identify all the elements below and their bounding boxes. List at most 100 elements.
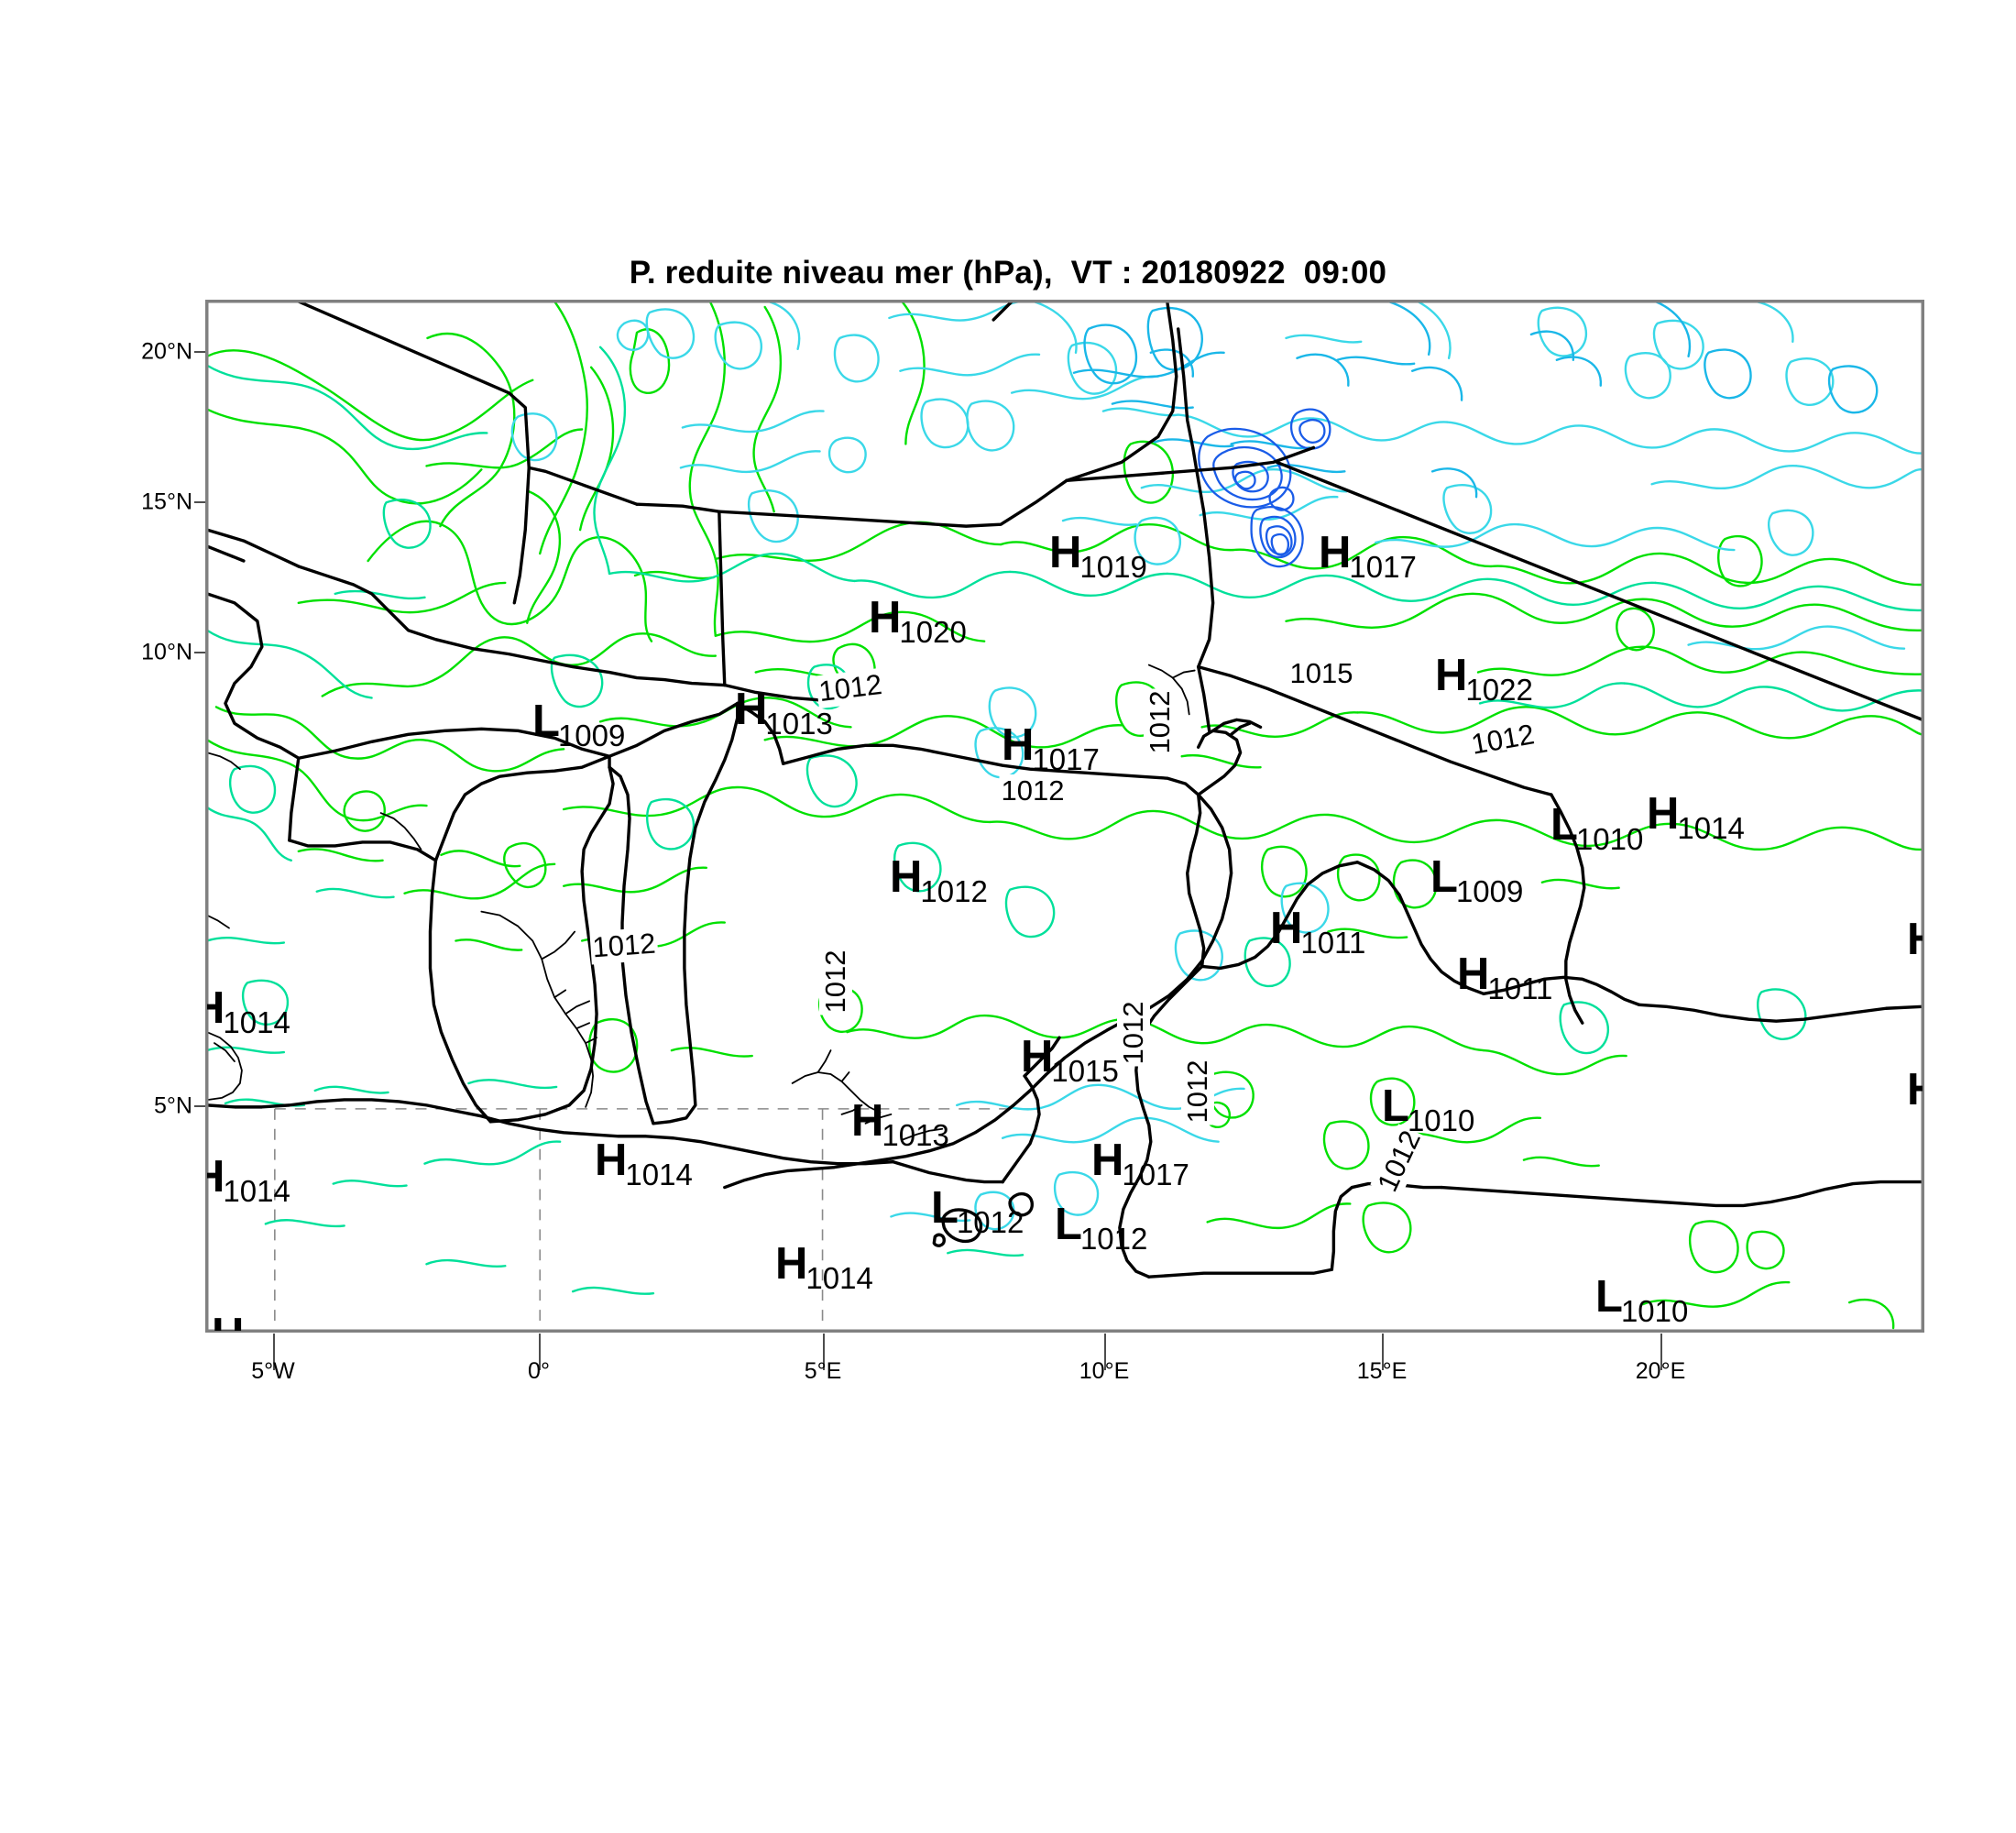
contour-label-1012-burkina: 1012: [589, 927, 659, 965]
pressure-high-1014-ocean: H1014: [775, 1239, 875, 1294]
high-symbol: H: [851, 1096, 884, 1146]
contour-blue-core: [1198, 408, 1331, 568]
low-value: 1012: [1079, 1222, 1148, 1256]
high-symbol: H: [869, 593, 902, 642]
pressure-low-1009-east: L1009: [1430, 852, 1525, 907]
low-symbol: L: [1595, 1272, 1623, 1322]
lat-label-10N: 10°N: [141, 639, 192, 665]
contour-spring-green: [207, 346, 1923, 1295]
pressure-low-1010-mid: L1010: [1382, 1081, 1476, 1136]
low-symbol: L: [1550, 800, 1578, 850]
pressure-high-1014-bottom: H1014: [212, 1312, 312, 1332]
high-symbol: H: [1647, 789, 1680, 839]
lon-label-10E: 10°E: [1079, 1358, 1130, 1384]
contour-cyan: [1072, 302, 1879, 499]
pressure-high-right-edge-2: H: [1907, 1068, 1923, 1113]
pressure-high-1017-mid: H1017: [1002, 720, 1101, 775]
high-symbol: H: [1021, 1032, 1054, 1081]
pressure-high-1015: H1015: [1021, 1032, 1121, 1087]
high-value: 1014: [223, 1174, 290, 1208]
low-value: 1012: [956, 1205, 1024, 1239]
high-value: 1011: [1300, 926, 1366, 960]
low-symbol: L: [1055, 1200, 1082, 1249]
low-symbol: L: [931, 1183, 959, 1233]
coastlines-borders: [207, 302, 1923, 1279]
lon-label-5E: 5°E: [804, 1358, 842, 1384]
low-symbol: L: [532, 697, 560, 746]
pressure-high-1014-coast-west: H1014: [207, 1152, 292, 1207]
high-value: 1019: [1079, 550, 1147, 584]
lat-label-5N: 5°N: [154, 1092, 192, 1119]
pressure-high-1014-left-edge: H1014: [207, 983, 292, 1038]
high-symbol: H: [1457, 949, 1490, 999]
lon-tick-15E: [1382, 1334, 1384, 1370]
pressure-high-1011-chad: H1011: [1270, 904, 1367, 959]
high-value: 1011: [1487, 971, 1553, 1005]
high-value: 1014: [1677, 811, 1745, 845]
pressure-high-1017-north: H1017: [1319, 528, 1419, 583]
contour-label-1012-vertical-north: 1012: [1144, 688, 1177, 756]
high-symbol: H: [1907, 915, 1923, 964]
lat-label-15N: 15°N: [141, 488, 192, 515]
contour-label-1012-benin: 1012: [819, 948, 852, 1015]
lon-tick-0: [539, 1334, 541, 1370]
high-value: 1014: [625, 1158, 693, 1191]
pressure-high-right-edge-1: H: [1907, 915, 1923, 964]
pressure-high-1012: H1012: [890, 852, 990, 907]
high-symbol: H: [890, 852, 923, 902]
contour-label-1012-cameroon: 1012: [1181, 1058, 1214, 1125]
low-value: 1010: [1407, 1103, 1475, 1137]
pressure-low-1010-east: L1010: [1550, 800, 1645, 855]
pressure-high-1014-edge-north: H1014: [1647, 789, 1747, 844]
high-value: 1014: [223, 1005, 290, 1039]
low-symbol: L: [1430, 852, 1458, 902]
lat-label-20N: 20°N: [141, 338, 192, 365]
lon-label-15E: 15°E: [1356, 1358, 1408, 1384]
map-canvas: [207, 302, 1923, 1331]
pressure-high-1013: H1013: [735, 687, 835, 740]
lon-label-5W: 5°W: [251, 1358, 295, 1384]
lon-label-20E: 20°E: [1635, 1358, 1686, 1384]
high-symbol: H: [1091, 1136, 1124, 1185]
high-symbol: H: [1319, 528, 1352, 577]
map-panel[interactable]: 1012 1012 1012 1015 1012 1012 1012 1012 …: [205, 300, 1924, 1333]
low-value: 1009: [1455, 874, 1524, 908]
high-value: 1017: [1122, 1158, 1189, 1191]
graticule-dashed: [274, 1108, 1035, 1331]
pressure-low-1012-gulf-east: L1012: [1055, 1200, 1149, 1255]
pressure-high-1022: H1022: [1435, 651, 1535, 706]
high-value: 1013: [765, 707, 833, 741]
high-symbol: H: [595, 1136, 628, 1185]
contour-green-1012: [207, 302, 1923, 1330]
lon-tick-5W: [273, 1334, 275, 1370]
high-value: 1022: [1465, 673, 1533, 707]
high-value: 1020: [899, 615, 967, 649]
pressure-high-1013-south: H1013: [851, 1096, 951, 1151]
high-symbol: H: [207, 983, 225, 1033]
high-value: 1017: [1032, 742, 1100, 776]
lon-label-0: 0°: [528, 1358, 550, 1384]
high-symbol: H: [1435, 651, 1468, 700]
high-value: 1015: [1051, 1054, 1119, 1088]
pressure-low-1010-southeast: L1010: [1595, 1272, 1690, 1327]
high-symbol: H: [1002, 720, 1035, 770]
contour-label-1012-nigeria-east: 1012: [1117, 999, 1150, 1067]
low-value: 1010: [1620, 1294, 1689, 1328]
page-title: P. reduite niveau mer (hPa), VT : 201809…: [629, 255, 1387, 291]
high-value: 1012: [920, 874, 988, 908]
contour-label-1012-niger: 1012: [999, 774, 1067, 807]
pressure-high-1014-ghana: H1014: [595, 1136, 695, 1191]
high-value: 1014: [805, 1261, 873, 1295]
high-value: 1013: [882, 1118, 949, 1152]
low-symbol: L: [1382, 1081, 1409, 1131]
contour-cyan-light: [510, 302, 1923, 1231]
high-symbol: H: [207, 1152, 225, 1202]
pressure-low-1009-west: L1009: [532, 697, 627, 752]
pressure-high-1017-south: H1017: [1091, 1136, 1191, 1191]
lon-tick-5E: [823, 1334, 825, 1370]
low-value: 1010: [1575, 822, 1644, 856]
high-symbol: H: [1270, 904, 1303, 953]
pressure-high-1020: H1020: [869, 593, 969, 648]
high-symbol: H: [775, 1239, 808, 1289]
